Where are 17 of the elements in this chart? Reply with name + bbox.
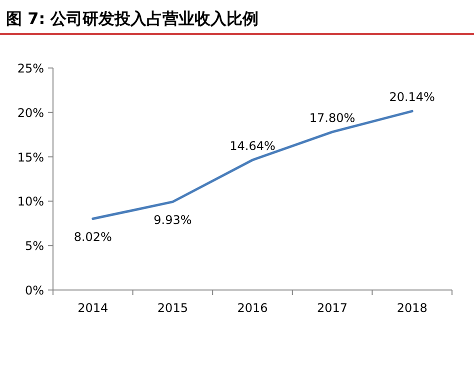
- y-tick-label: 15%: [17, 150, 44, 164]
- text: 9.93%: [154, 212, 192, 227]
- text: 14.64%: [230, 138, 276, 153]
- text: 17.80%: [309, 110, 356, 125]
- y-tick-label: 10%: [17, 194, 44, 209]
- chart-title: 图 7: 公司研发投入占营业收入比例: [6, 9, 259, 28]
- text: 8.02%: [74, 230, 112, 244]
- y-tick-label: 5%: [24, 239, 44, 254]
- x-tick-label: 2014: [78, 301, 108, 315]
- x-tick-label: 2016: [237, 301, 268, 315]
- y-tick-label: 25%: [17, 62, 44, 76]
- text: 20.14%: [389, 90, 435, 104]
- x-tick-label: 2017: [317, 301, 348, 315]
- y-tick-label: 0%: [24, 284, 44, 298]
- x-tick-label: 2018: [396, 301, 428, 315]
- x-tick-label: 2015: [157, 301, 188, 315]
- y-tick-label: 20%: [17, 106, 44, 120]
